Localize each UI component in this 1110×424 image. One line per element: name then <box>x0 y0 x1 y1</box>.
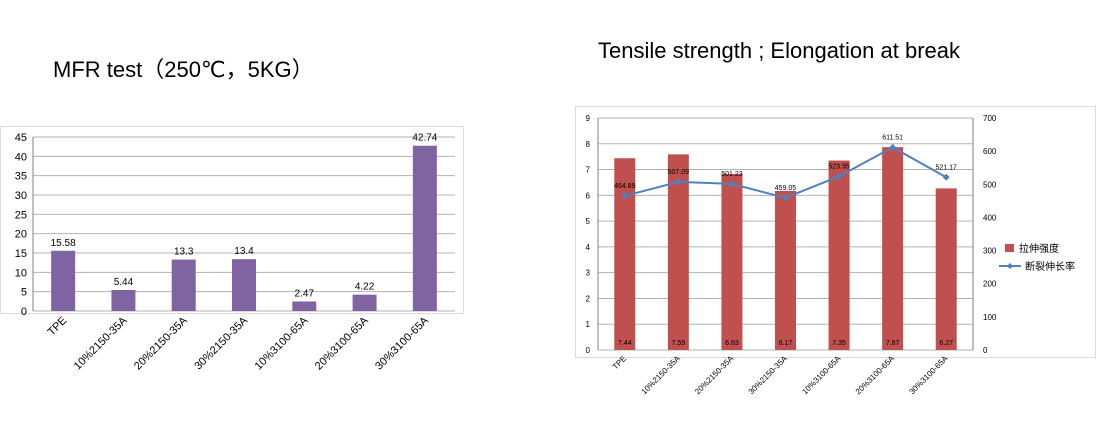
mfr-bar <box>352 294 377 311</box>
mfr-y-tick-label: 0 <box>21 306 27 318</box>
tensile-strength-bar <box>828 160 850 350</box>
tensile-y-tick-label: 3 <box>586 269 591 278</box>
elongation-data-label: 459.05 <box>775 185 797 192</box>
elongation-y2-tick-label: 0 <box>983 346 988 355</box>
mfr-y-tick-label: 5 <box>21 287 27 299</box>
tensile-y-tick-label: 6 <box>586 191 591 200</box>
legend-strength-swatch <box>1005 244 1014 252</box>
tensile-x-tick-label: 10%3100-65A <box>800 354 843 397</box>
mfr-bar <box>292 301 317 311</box>
mfr-data-label: 4.22 <box>355 282 375 293</box>
mfr-y-tick-label: 10 <box>15 267 27 279</box>
tensile-strength-bar <box>775 190 796 350</box>
tensile-y-tick-label: 0 <box>586 346 591 355</box>
elongation-y2-tick-label: 100 <box>983 313 997 322</box>
mfr-data-label: 5.44 <box>114 277 134 288</box>
mfr-data-label: 2.47 <box>295 288 315 299</box>
tensile-strength-bar <box>667 154 689 350</box>
tensile-strength-bar <box>935 188 957 350</box>
tensile-strength-bar <box>721 173 743 350</box>
tensile-strength-bar <box>614 158 636 350</box>
tensile-x-tick-label: 30%2150-35A <box>747 354 790 397</box>
tensile-strength-data-label: 6.83 <box>725 340 739 347</box>
mfr-y-tick-label: 45 <box>15 132 27 144</box>
tensile-strength-data-label: 7.44 <box>618 340 632 347</box>
elongation-y2-tick-label: 400 <box>983 213 997 222</box>
elongation-y2-tick-label: 700 <box>983 114 997 123</box>
elongation-y2-tick-label: 500 <box>983 180 997 189</box>
tensile-x-tick-label: 20%3100-65A <box>854 354 897 397</box>
mfr-bar <box>51 250 76 311</box>
mfr-y-tick-label: 20 <box>15 229 27 241</box>
tensile-y-tick-label: 2 <box>586 294 591 303</box>
elongation-data-label: 507.09 <box>668 169 690 176</box>
mfr-y-tick-label: 25 <box>15 209 27 221</box>
tensile-strength-data-label: 7.59 <box>672 340 686 347</box>
mfr-plot-border <box>0 126 464 314</box>
mfr-bar <box>111 289 136 311</box>
elongation-data-label: 464.89 <box>614 183 636 190</box>
elongation-point <box>674 178 682 186</box>
elongation-point <box>621 192 629 200</box>
elongation-point <box>728 180 736 188</box>
elongation-point <box>942 173 950 181</box>
mfr-y-tick-label: 40 <box>15 151 27 163</box>
legend-elongation-marker <box>1007 263 1013 269</box>
tensile-strength-data-label: 6.27 <box>939 340 953 347</box>
elongation-point <box>782 194 789 202</box>
mfr-bar <box>232 259 256 311</box>
elongation-data-label: 523.95 <box>828 163 850 170</box>
tensile-plot-border <box>575 106 1096 358</box>
tensile-strength-data-label: 7.35 <box>832 340 846 347</box>
tensile-y-tick-label: 9 <box>586 114 591 123</box>
mfr-data-label: 13.4 <box>234 246 254 257</box>
mfr-bar <box>412 145 437 311</box>
tensile-strength-bar <box>882 147 904 350</box>
mfr-y-tick-label: 15 <box>15 248 27 260</box>
tensile-x-tick-label: 10%2150-35A <box>640 354 683 397</box>
tensile-strength-data-label: 6.17 <box>779 340 793 347</box>
elongation-y2-tick-label: 200 <box>983 280 997 289</box>
legend-strength-label: 拉伸强度 <box>1019 242 1059 255</box>
elongation-y2-tick-label: 600 <box>983 147 997 156</box>
tensile-chart-title: Tensile strength ; Elongation at break <box>598 38 961 63</box>
elongation-point <box>835 172 843 180</box>
tensile-y-tick-label: 7 <box>586 166 591 175</box>
mfr-bar <box>171 259 196 311</box>
elongation-y2-tick-label: 300 <box>983 247 997 256</box>
tensile-y-tick-label: 8 <box>586 140 591 149</box>
mfr-data-label: 15.58 <box>51 238 76 249</box>
tensile-x-tick-label: 30%3100-65A <box>907 354 950 397</box>
elongation-data-label: 501.23 <box>721 171 743 178</box>
mfr-y-tick-label: 30 <box>15 190 27 202</box>
mfr-data-label: 13.3 <box>174 247 194 258</box>
tensile-x-tick-label: 20%2150-35A <box>693 354 736 397</box>
tensile-y-tick-label: 1 <box>586 320 591 329</box>
mfr-chart-title: MFR test（250℃，5KG） <box>53 57 314 82</box>
mfr-y-tick-label: 35 <box>15 171 27 183</box>
legend-elongation-label: 断裂伸长率 <box>1025 260 1075 273</box>
tensile-strength-data-label: 7.87 <box>886 340 900 347</box>
tensile-y-tick-label: 4 <box>586 243 591 252</box>
tensile-x-tick-label: TPE <box>611 354 628 371</box>
elongation-data-label: 611.51 <box>882 134 903 141</box>
elongation-data-label: 521.17 <box>936 164 958 171</box>
tensile-y-tick-label: 5 <box>586 217 591 226</box>
elongation-point <box>889 143 897 151</box>
mfr-data-label: 42.74 <box>412 133 437 144</box>
